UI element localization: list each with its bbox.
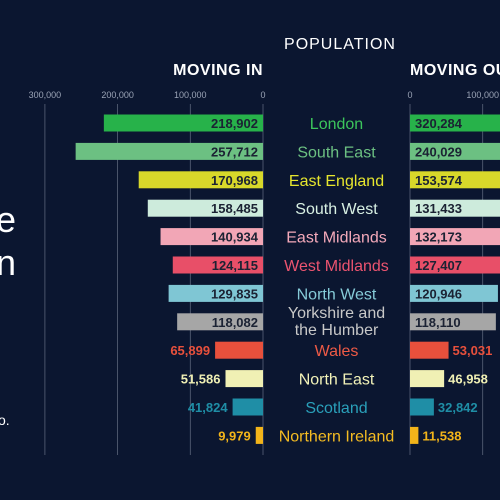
panel-heading-moving-out: MOVING OUT [410, 62, 500, 79]
chart-title: POPULATION [284, 36, 396, 53]
bar-moving-in [215, 341, 263, 359]
value-label-moving-in: 9,979 [218, 428, 251, 443]
region-label: West Midlands [284, 258, 389, 275]
bar-moving-in [103, 114, 263, 132]
bar-moving-in [177, 313, 263, 331]
bar-moving-out [410, 313, 496, 331]
bar-moving-out [410, 256, 500, 274]
region-label: Scotland [305, 400, 367, 417]
value-label-moving-out: 11,538 [422, 428, 461, 443]
value-label-moving-out: 320,284 [415, 116, 463, 131]
value-label-moving-out: 127,407 [415, 258, 462, 273]
bar-moving-in [160, 228, 263, 246]
bar-moving-out [410, 370, 445, 388]
bar-moving-out [410, 228, 500, 246]
value-label-moving-in: 170,968 [211, 173, 258, 188]
bar-moving-out [410, 398, 434, 416]
bar-moving-out [410, 171, 500, 189]
bar-moving-in [138, 171, 263, 189]
axis-tick-label: 300,000 [29, 90, 62, 100]
value-label-moving-out: 153,574 [415, 173, 463, 188]
axis-tick-label: 200,000 [101, 90, 134, 100]
value-label-moving-in: 257,712 [211, 144, 258, 159]
axis-tick-label: 100,000 [466, 90, 499, 100]
region-label: Wales [315, 343, 359, 360]
value-label-moving-out: 32,842 [438, 400, 478, 415]
region-label: East England [289, 173, 384, 190]
region-label: East Midlands [286, 230, 387, 247]
value-label-moving-out: 131,433 [415, 201, 462, 216]
bar-moving-out [410, 142, 500, 160]
value-label-moving-in: 124,115 [212, 258, 258, 273]
axis-tick-label: 0 [260, 90, 265, 100]
value-label-moving-out: 120,946 [415, 286, 462, 301]
region-label: North East [299, 372, 375, 389]
bar-moving-out [410, 341, 449, 359]
region-label: London [310, 116, 363, 133]
bar-moving-out [410, 426, 419, 444]
region-label: South West [295, 201, 378, 218]
bar-moving-out [410, 199, 500, 217]
region-label-line: the Humber [295, 322, 379, 339]
value-label-moving-in: 118,082 [212, 315, 258, 330]
region-rows: 218,902 320,284 London 257,712 240,029 South … [75, 114, 500, 445]
value-label-moving-in: 140,934 [211, 230, 259, 245]
value-label-moving-in: 65,899 [170, 343, 210, 358]
value-label-moving-out: 53,031 [453, 343, 493, 358]
bar-moving-in [255, 426, 263, 444]
bar-moving-in [147, 199, 263, 217]
bar-moving-out [410, 114, 500, 132]
value-label-moving-out: 132,173 [415, 230, 462, 245]
value-label-moving-in: 51,586 [181, 372, 221, 387]
bar-moving-in [172, 256, 263, 274]
bar-moving-in [225, 370, 263, 388]
value-label-moving-out: 118,110 [415, 315, 461, 330]
region-label: Northern Ireland [279, 428, 395, 445]
region-label-line: Yorkshire and [288, 305, 385, 322]
value-label-moving-out: 240,029 [415, 144, 462, 159]
value-label-moving-in: 158,485 [211, 201, 258, 216]
side-text-fragment: n [0, 242, 16, 283]
region-label: North West [297, 286, 377, 303]
axes: 300,000 200,000 100,000 0 0 100,000 [29, 90, 499, 455]
panel-heading-moving-in: MOVING IN [173, 62, 263, 79]
region-label: South East [297, 144, 376, 161]
bar-moving-in [75, 142, 264, 160]
bar-moving-out [410, 284, 498, 302]
value-label-moving-in: 41,824 [188, 400, 229, 415]
bar-moving-in [168, 284, 263, 302]
value-label-moving-in: 129,835 [211, 286, 258, 301]
side-text-fragment: o. [0, 412, 10, 428]
region-label: Yorkshire and the Humber [288, 305, 385, 339]
axis-tick-label: 0 [407, 90, 412, 100]
axis-tick-label: 100,000 [174, 90, 207, 100]
bar-moving-in [232, 398, 263, 416]
side-text-fragment: e [0, 199, 16, 240]
value-label-moving-in: 218,902 [211, 116, 258, 131]
value-label-moving-out: 46,958 [448, 372, 488, 387]
